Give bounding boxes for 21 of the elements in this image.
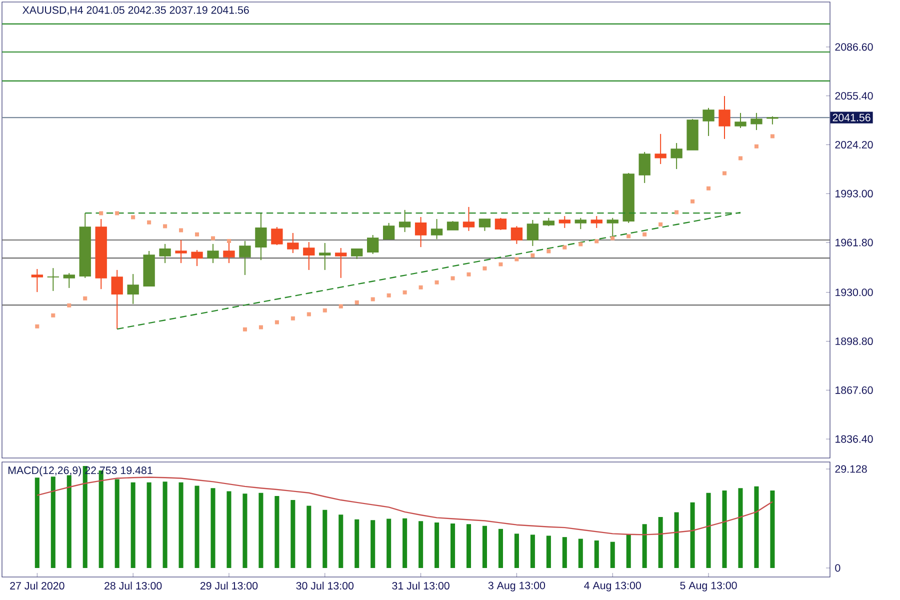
x-tick-label: 31 Jul 13:00 bbox=[392, 582, 450, 590]
x-tick-label: 3 Aug 13:00 bbox=[488, 582, 546, 592]
y-tick-label: 1836.40 bbox=[836, 435, 873, 443]
y-tick-label: 1930.00 bbox=[836, 288, 873, 296]
y-tick-label: 2024.20 bbox=[835, 140, 873, 149]
y-tick-label: 2086.60 bbox=[835, 43, 873, 51]
y-tick-label: 1867.60 bbox=[836, 386, 873, 394]
y-tick-label: 29.128 bbox=[835, 465, 867, 473]
x-tick-label: 30 Jul 13:00 bbox=[296, 582, 354, 590]
ref-line-label: 2041.56 bbox=[832, 114, 870, 122]
x-tick-label: 27 Jul 2020 bbox=[10, 582, 64, 590]
y-tick-label: 2055.40 bbox=[835, 92, 873, 100]
y-tick-label: 1898.80 bbox=[836, 337, 873, 346]
x-tick-label: 4 Aug 13:00 bbox=[584, 582, 641, 592]
y-tick-label: 1993.00 bbox=[836, 190, 873, 198]
y-tick-label: 1961.80 bbox=[836, 238, 873, 246]
chart-title: XAUUSD,H4 2041.05 2042.35 2037.19 2041.56 bbox=[22, 6, 249, 16]
x-tick-label: 28 Jul 13:00 bbox=[104, 582, 162, 590]
x-tick-label: 29 Jul 13:00 bbox=[200, 582, 258, 590]
x-tick-label: 5 Aug 13:00 bbox=[680, 582, 737, 592]
y-tick-label: 0 bbox=[835, 564, 840, 572]
